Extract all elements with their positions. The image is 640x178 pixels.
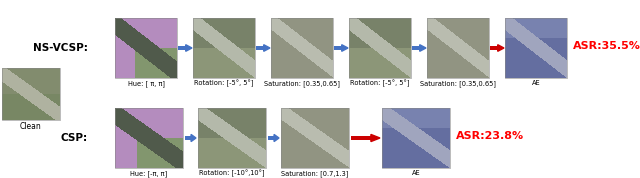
Bar [271, 18, 333, 78]
Bar [198, 108, 266, 168]
Polygon shape [186, 45, 192, 51]
Bar [334, 46, 342, 50]
Text: AE: AE [532, 80, 540, 86]
Polygon shape [191, 134, 196, 142]
Polygon shape [498, 45, 504, 51]
Text: Saturation: [0.35,0.65]: Saturation: [0.35,0.65] [264, 80, 340, 87]
Bar [193, 18, 255, 78]
Bar [115, 108, 183, 168]
Text: Rotation: [-5°, 5°]: Rotation: [-5°, 5°] [195, 80, 253, 87]
Text: Saturation: [0.7,1.3]: Saturation: [0.7,1.3] [282, 170, 349, 177]
Bar [490, 46, 498, 50]
Text: Hue: [-π, π]: Hue: [-π, π] [131, 170, 168, 177]
Text: NS-VCSP:: NS-VCSP: [33, 43, 88, 53]
Bar [427, 18, 489, 78]
Polygon shape [371, 134, 380, 142]
Bar [382, 108, 450, 168]
Polygon shape [420, 45, 426, 51]
Bar [412, 46, 420, 50]
Polygon shape [274, 134, 279, 142]
Bar [351, 135, 371, 140]
Bar [281, 108, 349, 168]
Text: AE: AE [412, 170, 420, 176]
Polygon shape [342, 45, 348, 51]
Bar [178, 46, 186, 50]
Text: Saturation: [0.35,0.65]: Saturation: [0.35,0.65] [420, 80, 496, 87]
Polygon shape [264, 45, 270, 51]
Text: Rotation: [-10°,10°]: Rotation: [-10°,10°] [199, 170, 265, 177]
Bar [2, 68, 60, 120]
Bar [115, 18, 177, 78]
Bar [268, 135, 274, 140]
Text: ASR:23.8%: ASR:23.8% [456, 131, 524, 141]
Bar [505, 18, 567, 78]
Text: Hue: [ π, π]: Hue: [ π, π] [127, 80, 164, 87]
Text: Clean: Clean [20, 122, 42, 131]
Text: ASR:35.5%: ASR:35.5% [573, 41, 640, 51]
Bar [349, 18, 411, 78]
Text: CSP:: CSP: [61, 133, 88, 143]
Text: Rotation: [-5°, 5°]: Rotation: [-5°, 5°] [350, 80, 410, 87]
Bar [185, 135, 191, 140]
Bar [256, 46, 264, 50]
